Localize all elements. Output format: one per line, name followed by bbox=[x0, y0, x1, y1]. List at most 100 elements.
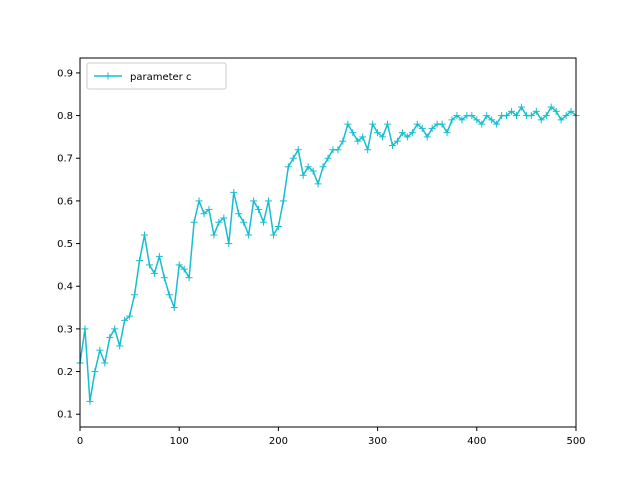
data-point-marker bbox=[294, 146, 302, 154]
data-point-marker bbox=[180, 265, 188, 273]
data-point-marker bbox=[235, 210, 243, 218]
data-point-marker bbox=[438, 120, 446, 128]
data-point-marker bbox=[230, 188, 238, 196]
data-point-marker bbox=[542, 112, 550, 120]
data-point-marker bbox=[547, 103, 555, 111]
data-point-marker bbox=[473, 116, 481, 124]
data-point-marker bbox=[274, 223, 282, 231]
data-point-marker bbox=[384, 120, 392, 128]
data-point-marker bbox=[220, 214, 228, 222]
data-point-marker bbox=[537, 116, 545, 124]
data-point-marker bbox=[269, 231, 277, 239]
x-tick-label: 400 bbox=[467, 436, 486, 447]
data-point-marker bbox=[225, 240, 233, 248]
y-tick-label: 0.6 bbox=[57, 196, 73, 207]
data-point-marker bbox=[349, 129, 357, 137]
data-point-marker bbox=[175, 261, 183, 269]
data-point-marker bbox=[478, 120, 486, 128]
data-point-marker bbox=[423, 133, 431, 141]
data-point-marker bbox=[106, 333, 114, 341]
data-point-marker bbox=[136, 257, 144, 265]
data-point-marker bbox=[96, 346, 104, 354]
data-point-marker bbox=[250, 197, 258, 205]
data-point-marker bbox=[185, 274, 193, 282]
y-tick-label: 0.4 bbox=[57, 282, 73, 293]
data-point-marker bbox=[140, 231, 148, 239]
y-tick-label: 0.1 bbox=[57, 410, 73, 421]
data-point-marker bbox=[493, 120, 501, 128]
data-point-marker bbox=[170, 304, 178, 312]
data-point-marker bbox=[398, 129, 406, 137]
data-point-marker bbox=[91, 368, 99, 376]
data-point-marker bbox=[517, 103, 525, 111]
data-point-marker bbox=[443, 129, 451, 137]
data-point-marker bbox=[483, 112, 491, 120]
data-point-marker bbox=[488, 116, 496, 124]
data-point-marker bbox=[245, 231, 253, 239]
data-point-marker bbox=[557, 116, 565, 124]
data-point-marker bbox=[299, 171, 307, 179]
data-point-marker bbox=[195, 197, 203, 205]
data-point-marker bbox=[562, 112, 570, 120]
legend-marker bbox=[104, 72, 112, 80]
data-point-marker bbox=[344, 120, 352, 128]
data-point-marker bbox=[200, 210, 208, 218]
data-point-marker bbox=[121, 316, 129, 324]
plot-area bbox=[76, 103, 580, 405]
data-point-marker bbox=[260, 218, 268, 226]
data-point-marker bbox=[458, 116, 466, 124]
y-tick-label: 0.3 bbox=[57, 324, 73, 335]
data-point-marker bbox=[150, 269, 158, 277]
data-point-marker bbox=[240, 218, 248, 226]
data-point-marker bbox=[284, 163, 292, 171]
data-point-marker bbox=[428, 124, 436, 132]
legend-label: parameter c bbox=[130, 72, 191, 83]
x-axis: 0 100 200 300 400 500 bbox=[77, 427, 586, 447]
data-point-marker bbox=[304, 163, 312, 171]
data-point-marker bbox=[81, 325, 89, 333]
x-tick-label: 100 bbox=[170, 436, 189, 447]
data-point-marker bbox=[116, 342, 124, 350]
data-point-marker bbox=[165, 291, 173, 299]
data-point-marker bbox=[393, 137, 401, 145]
data-point-marker bbox=[145, 261, 153, 269]
data-point-marker bbox=[388, 141, 396, 149]
data-point-marker bbox=[334, 146, 342, 154]
data-point-marker bbox=[532, 107, 540, 115]
data-point-marker bbox=[309, 167, 317, 175]
data-point-marker bbox=[255, 205, 263, 213]
data-point-marker bbox=[453, 112, 461, 120]
data-point-marker bbox=[379, 133, 387, 141]
data-point-marker bbox=[354, 137, 362, 145]
data-point-marker bbox=[369, 120, 377, 128]
data-point-marker bbox=[126, 312, 134, 320]
y-tick-label: 0.5 bbox=[57, 239, 73, 250]
data-point-marker bbox=[210, 231, 218, 239]
y-tick-label: 0.8 bbox=[57, 111, 73, 122]
data-point-marker bbox=[324, 154, 332, 162]
data-point-marker bbox=[364, 146, 372, 154]
data-point-marker bbox=[339, 137, 347, 145]
x-tick-label: 200 bbox=[269, 436, 288, 447]
data-point-marker bbox=[413, 120, 421, 128]
axes-frame bbox=[79, 57, 577, 428]
data-point-marker bbox=[190, 218, 198, 226]
data-point-marker bbox=[359, 133, 367, 141]
data-point-marker bbox=[314, 180, 322, 188]
data-point-marker bbox=[527, 112, 535, 120]
legend-box bbox=[86, 62, 227, 90]
data-point-marker bbox=[512, 112, 520, 120]
y-tick-label: 0.9 bbox=[57, 68, 73, 79]
data-point-marker bbox=[418, 124, 426, 132]
data-point-marker bbox=[403, 133, 411, 141]
y-axis: 0.1 0.2 0.3 0.4 0.5 0.6 0.7 0.8 0.9 bbox=[57, 68, 80, 421]
data-point-marker bbox=[155, 252, 163, 260]
data-point-marker bbox=[508, 107, 516, 115]
data-point-marker bbox=[503, 112, 511, 120]
data-point-marker bbox=[448, 116, 456, 124]
data-point-marker bbox=[205, 205, 213, 213]
data-point-marker bbox=[86, 397, 94, 405]
data-point-marker bbox=[567, 107, 575, 115]
y-tick-label: 0.2 bbox=[57, 367, 73, 378]
